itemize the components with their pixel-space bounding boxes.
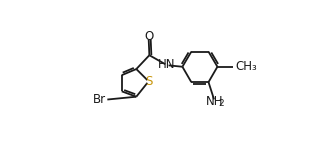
Text: S: S <box>145 75 152 88</box>
Text: CH₃: CH₃ <box>235 60 257 73</box>
Text: O: O <box>144 30 153 43</box>
Text: Br: Br <box>92 93 106 106</box>
Text: 2: 2 <box>218 99 224 108</box>
Text: NH: NH <box>206 95 223 108</box>
Text: HN: HN <box>158 58 176 71</box>
